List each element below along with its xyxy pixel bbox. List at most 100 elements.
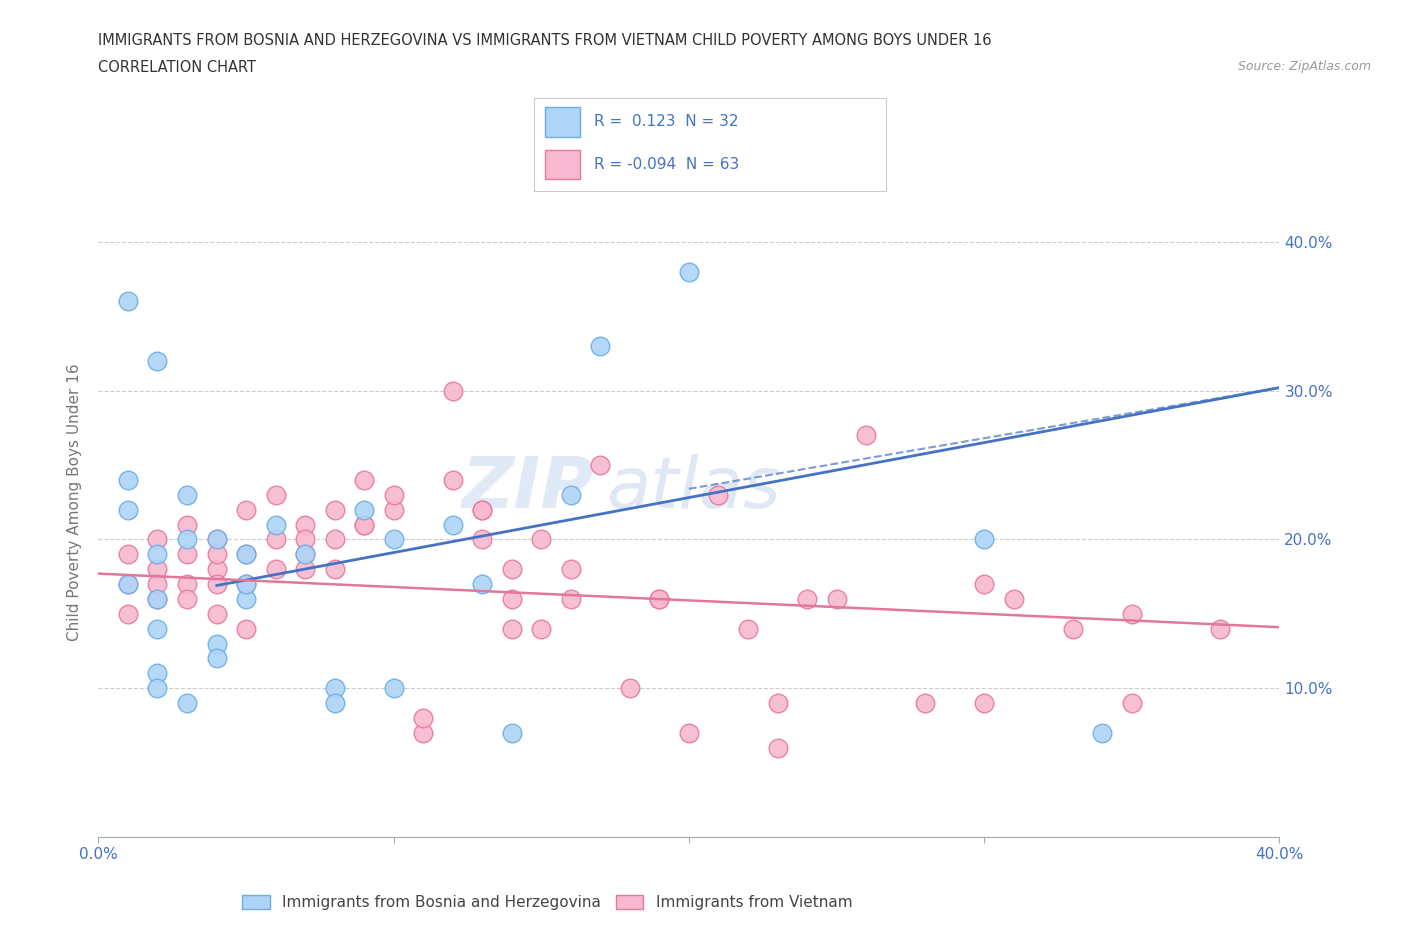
Text: Source: ZipAtlas.com: Source: ZipAtlas.com (1237, 60, 1371, 73)
Point (619, 681, 641, 696)
Point (1002, 591, 1025, 606)
Point (471, 577, 494, 591)
Point (707, 487, 730, 502)
Point (471, 532, 494, 547)
Point (1062, 621, 1084, 636)
Point (205, 562, 228, 577)
Point (412, 711, 434, 725)
Point (501, 621, 523, 636)
Point (146, 666, 169, 681)
Point (235, 547, 257, 562)
Point (501, 725, 523, 740)
Point (412, 725, 434, 740)
Point (353, 472, 375, 487)
Point (382, 681, 405, 696)
Point (176, 577, 198, 591)
Point (560, 591, 582, 606)
Point (117, 294, 139, 309)
Point (117, 577, 139, 591)
Text: IMMIGRANTS FROM BOSNIA AND HERZEGOVINA VS IMMIGRANTS FROM VIETNAM CHILD POVERTY : IMMIGRANTS FROM BOSNIA AND HERZEGOVINA V… (98, 33, 991, 47)
Point (146, 577, 169, 591)
Point (766, 740, 789, 755)
Point (678, 264, 700, 279)
Point (235, 591, 257, 606)
Point (294, 547, 316, 562)
Point (323, 562, 346, 577)
Point (205, 636, 228, 651)
Point (530, 621, 553, 636)
Point (205, 651, 228, 666)
Y-axis label: Child Poverty Among Boys Under 16: Child Poverty Among Boys Under 16 (67, 364, 83, 641)
Text: R = -0.094  N = 63: R = -0.094 N = 63 (593, 157, 740, 172)
Point (294, 532, 316, 547)
Point (323, 681, 346, 696)
Point (235, 547, 257, 562)
Point (323, 502, 346, 517)
Point (176, 591, 198, 606)
Point (176, 547, 198, 562)
Point (235, 577, 257, 591)
Point (117, 547, 139, 562)
Point (235, 621, 257, 636)
Point (294, 547, 316, 562)
Point (560, 562, 582, 577)
Point (501, 591, 523, 606)
Point (146, 681, 169, 696)
Point (146, 562, 169, 577)
Point (648, 591, 671, 606)
Point (530, 532, 553, 547)
Point (1209, 621, 1232, 636)
Point (146, 591, 169, 606)
Point (825, 591, 848, 606)
Point (441, 472, 464, 487)
FancyBboxPatch shape (544, 150, 581, 179)
Point (117, 472, 139, 487)
Point (382, 502, 405, 517)
Point (323, 696, 346, 711)
Point (146, 532, 169, 547)
Point (205, 532, 228, 547)
Point (205, 577, 228, 591)
Point (855, 428, 877, 443)
Point (501, 562, 523, 577)
Point (146, 591, 169, 606)
Point (176, 532, 198, 547)
Point (176, 487, 198, 502)
Point (235, 502, 257, 517)
Point (560, 487, 582, 502)
Point (146, 353, 169, 368)
Point (1121, 606, 1143, 621)
Point (176, 517, 198, 532)
Point (441, 383, 464, 398)
Point (264, 487, 287, 502)
Point (1121, 696, 1143, 711)
Point (1091, 725, 1114, 740)
Point (176, 696, 198, 711)
Point (117, 502, 139, 517)
Point (973, 532, 995, 547)
Point (471, 502, 494, 517)
Point (441, 517, 464, 532)
Point (737, 621, 759, 636)
FancyBboxPatch shape (544, 107, 581, 137)
Point (353, 502, 375, 517)
Point (264, 517, 287, 532)
Point (766, 696, 789, 711)
Point (353, 517, 375, 532)
Point (264, 532, 287, 547)
Point (146, 547, 169, 562)
Text: CORRELATION CHART: CORRELATION CHART (98, 60, 256, 75)
Point (117, 577, 139, 591)
Point (382, 532, 405, 547)
Point (235, 577, 257, 591)
Point (914, 696, 936, 711)
Point (205, 606, 228, 621)
Point (264, 562, 287, 577)
Point (205, 532, 228, 547)
Point (589, 339, 612, 353)
Point (146, 621, 169, 636)
Text: atlas: atlas (606, 455, 780, 524)
Point (382, 487, 405, 502)
Point (294, 562, 316, 577)
Point (323, 532, 346, 547)
